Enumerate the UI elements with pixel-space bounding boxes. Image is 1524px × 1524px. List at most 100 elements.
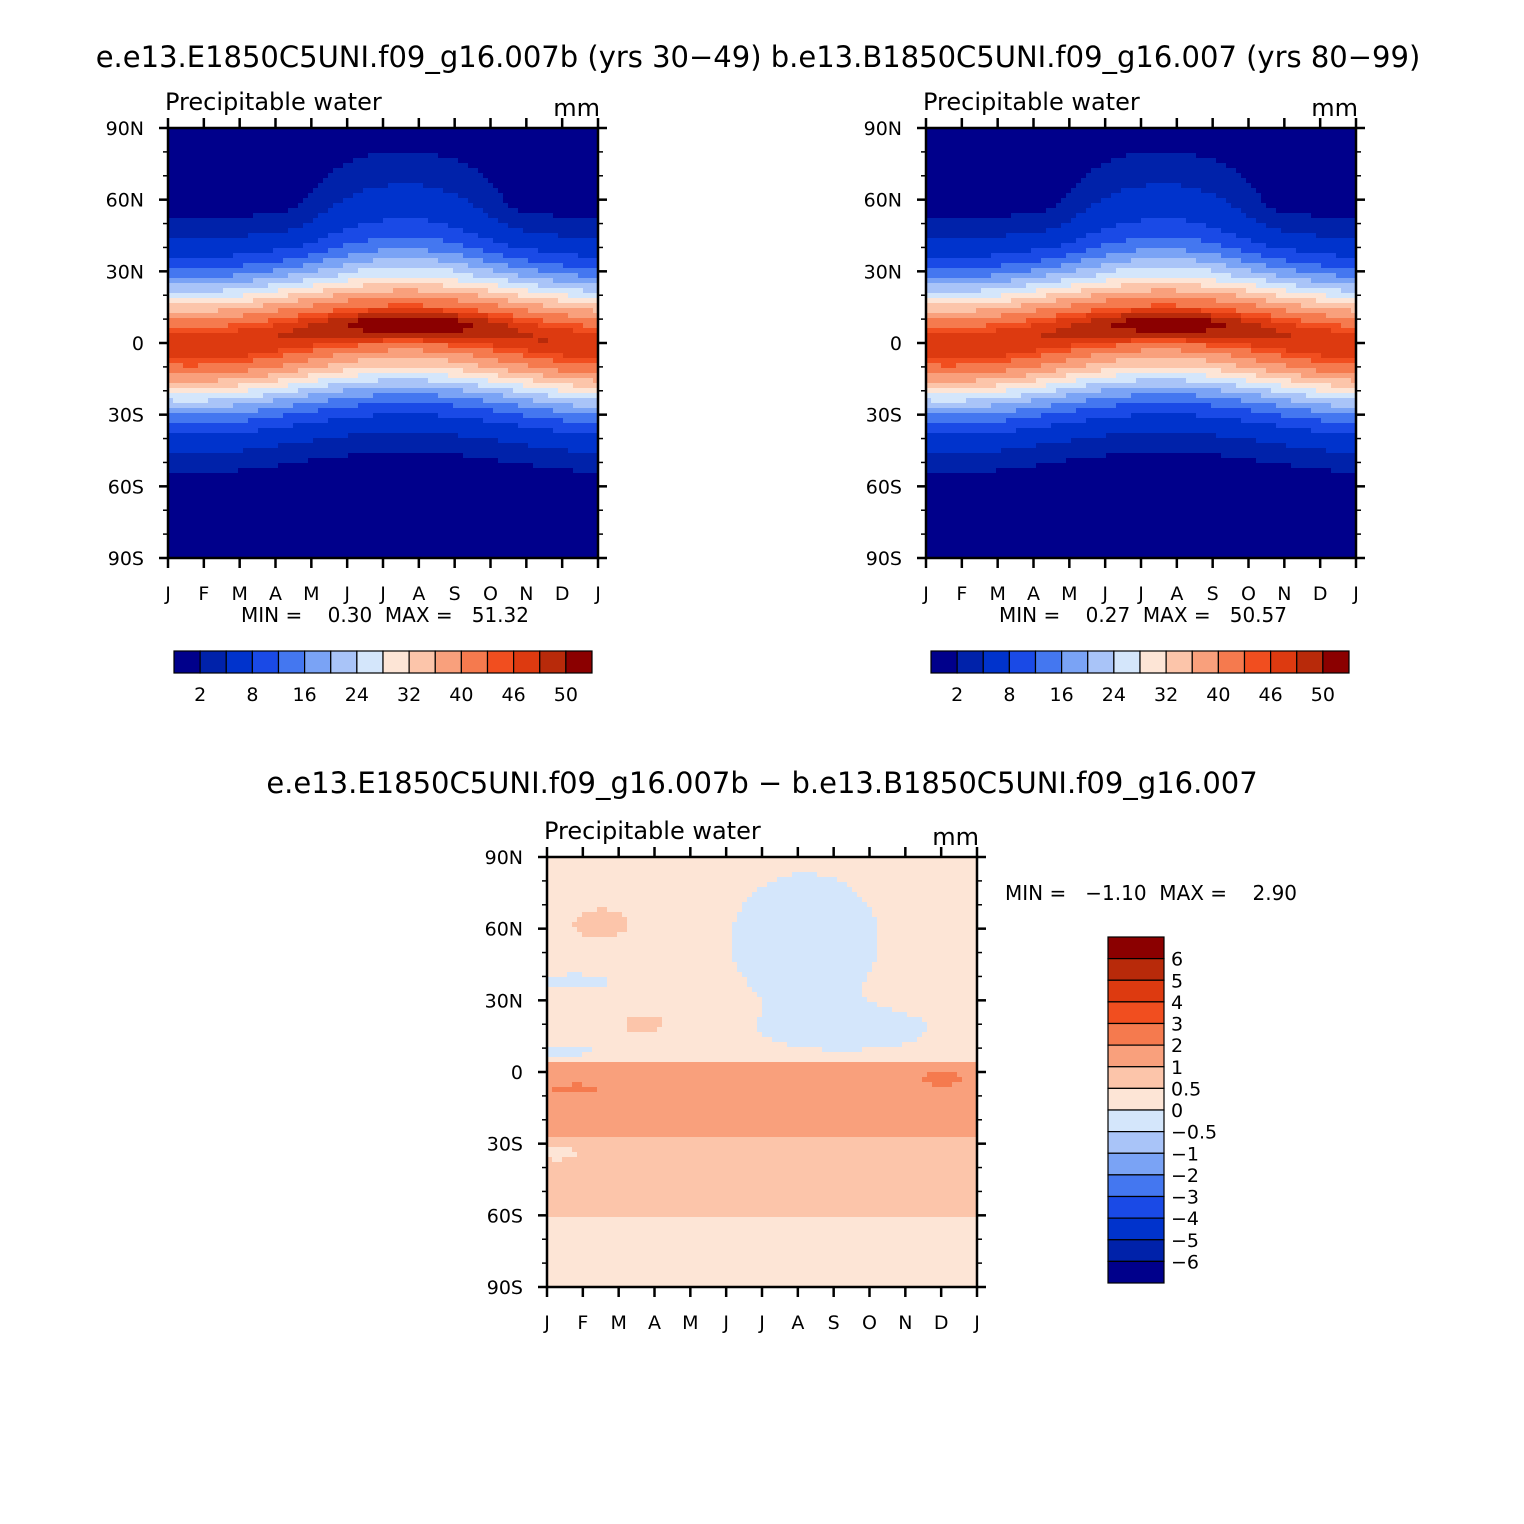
field-cell — [458, 198, 464, 204]
field-cell — [453, 183, 459, 189]
field-cell — [218, 213, 224, 219]
field-cell — [218, 178, 224, 184]
field-cell — [583, 218, 589, 224]
field-cell — [403, 183, 409, 189]
field-cell — [288, 248, 294, 254]
field-cell — [343, 203, 349, 209]
field-cell — [243, 248, 249, 254]
field-cell — [543, 238, 549, 244]
field-cell — [538, 203, 544, 209]
field-cell — [258, 183, 264, 189]
field-cell — [458, 153, 464, 159]
field-cell — [223, 253, 229, 259]
field-cell — [408, 153, 414, 159]
field-cell — [483, 223, 489, 229]
field-cell — [588, 173, 594, 179]
field-cell — [218, 188, 224, 194]
field-cell — [493, 203, 499, 209]
field-cell — [343, 218, 349, 224]
field-cell — [288, 188, 294, 194]
field-cell — [373, 183, 379, 189]
field-cell — [453, 213, 459, 219]
field-cell — [583, 188, 589, 194]
field-cell — [228, 163, 234, 169]
field-cell — [548, 163, 554, 169]
field-cell — [258, 138, 264, 144]
field-cell — [223, 213, 229, 219]
field-cell — [508, 203, 514, 209]
field-cell — [253, 188, 259, 194]
field-cell — [573, 148, 579, 154]
field-cell — [323, 213, 329, 219]
field-cell — [188, 133, 194, 139]
field-cell — [383, 168, 389, 174]
field-cell — [508, 238, 514, 244]
field-cell — [348, 158, 354, 164]
field-cell — [208, 133, 214, 139]
field-cell — [538, 233, 544, 239]
field-cell — [233, 178, 239, 184]
field-cell — [173, 193, 179, 199]
field-cell — [363, 163, 369, 169]
field-cell — [558, 143, 564, 149]
field-cell — [513, 218, 519, 224]
field-cell — [218, 133, 224, 139]
field-cell — [543, 208, 549, 214]
field-cell — [393, 223, 399, 229]
field-cell — [433, 178, 439, 184]
field-cell — [488, 183, 494, 189]
field-cell — [233, 193, 239, 199]
field-cell — [548, 148, 554, 154]
field-cell — [193, 183, 199, 189]
field-cell — [588, 193, 594, 199]
field-cell — [378, 168, 384, 174]
field-cell — [558, 138, 564, 144]
field-cell — [193, 248, 199, 254]
field-cell — [388, 223, 394, 229]
field-cell — [288, 213, 294, 219]
field-cell — [188, 163, 194, 169]
field-cell — [323, 178, 329, 184]
field-cell — [423, 238, 429, 244]
field-cell — [203, 248, 209, 254]
field-cell — [483, 163, 489, 169]
field-cell — [573, 248, 579, 254]
field-cell — [348, 198, 354, 204]
field-cell — [373, 158, 379, 164]
field-cell — [333, 163, 339, 169]
field-cell — [398, 223, 404, 229]
field-cell — [218, 243, 224, 249]
field-cell — [578, 153, 584, 159]
field-cell — [263, 223, 269, 229]
field-cell — [228, 213, 234, 219]
field-cell — [308, 193, 314, 199]
field-cell — [583, 248, 589, 254]
field-cell — [293, 223, 299, 229]
field-cell — [493, 153, 499, 159]
field-cell — [343, 163, 349, 169]
field-cell — [208, 203, 214, 209]
field-cell — [233, 223, 239, 229]
field-cell — [533, 218, 539, 224]
field-cell — [333, 153, 339, 159]
field-cell — [513, 173, 519, 179]
field-cell — [373, 178, 379, 184]
field-cell — [543, 173, 549, 179]
field-cell — [443, 223, 449, 229]
field-cell — [438, 213, 444, 219]
field-cell — [208, 148, 214, 154]
field-cell — [528, 168, 534, 174]
field-cell — [248, 248, 254, 254]
field-cell — [553, 193, 559, 199]
field-cell — [478, 158, 484, 164]
field-cell — [388, 138, 394, 144]
field-cell — [218, 198, 224, 204]
field-cell — [358, 228, 364, 234]
field-cell — [203, 138, 209, 144]
field-cell — [223, 178, 229, 184]
field-cell — [538, 193, 544, 199]
field-cell — [343, 133, 349, 139]
field-cell — [333, 133, 339, 139]
field-cell — [538, 248, 544, 254]
field-cell — [478, 138, 484, 144]
